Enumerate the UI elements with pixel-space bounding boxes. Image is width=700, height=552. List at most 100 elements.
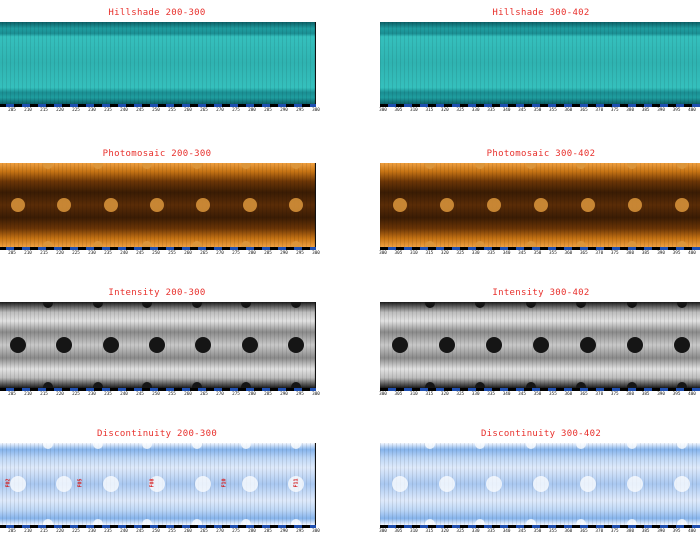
x-tick-label: 390: [657, 251, 665, 256]
panel-title: Photomosaic 300-402: [486, 149, 596, 159]
pipe-hole: [56, 337, 73, 353]
x-tick-label: 370: [595, 392, 604, 397]
x-tick-label: 325: [456, 108, 465, 113]
right-axis: [315, 443, 316, 525]
x-tick-label: 260: [184, 392, 192, 397]
pipe-hole: [534, 198, 548, 212]
pipe-hole: [440, 198, 454, 212]
x-tick-label: 255: [168, 251, 176, 256]
x-tick-label: 365: [579, 108, 588, 113]
x-tick-label: 220: [56, 529, 64, 534]
x-tick-label: 290: [280, 392, 288, 397]
x-tick-label: 315: [425, 108, 434, 113]
x-tick-label: 320: [440, 392, 449, 397]
x-tick-label: 340: [502, 392, 511, 397]
edge-hole: [525, 163, 536, 169]
pipe-hole: [56, 476, 73, 492]
panel-intensity-300-402: Intensity 300-402 300 305 310 315 320 325 330 33…: [379, 288, 700, 397]
scale-bar: [380, 525, 700, 528]
right-axis: [315, 163, 316, 247]
x-tick-label: 245: [136, 108, 144, 113]
x-tick-label: 395: [672, 529, 681, 534]
x-tick-label: 250: [152, 392, 160, 397]
x-tick-label: 335: [487, 392, 496, 397]
x-tick-label: 250: [152, 529, 160, 534]
pipe-hole: [149, 476, 165, 492]
x-tick-label: 210: [24, 529, 32, 534]
edge-hole: [191, 302, 202, 308]
x-tick-label: 360: [564, 529, 573, 534]
edge-hole: [191, 241, 202, 247]
x-tick-label: 365: [579, 251, 588, 256]
edge-hole: [677, 163, 687, 169]
edge-hole: [142, 382, 153, 388]
x-tick-label: 215: [40, 529, 48, 534]
x-tick-label: 245: [136, 392, 144, 397]
pipe-hole: [241, 476, 258, 492]
x-tick-label: 360: [564, 392, 573, 397]
x-tick-label: 310: [410, 529, 418, 534]
panel-hillshade-200-300: Hillshade 200-300 205 210 215 220 225 230 235 24…: [0, 8, 320, 113]
pipe-hole: [288, 337, 304, 353]
pipe-hole: [392, 337, 408, 353]
x-tick-label: 290: [280, 251, 288, 256]
edge-hole: [291, 163, 301, 169]
edge-hole: [92, 382, 103, 388]
x-tick-labels: 205 210 215 220 225 230 235 240 245 250 255 260 265 2…: [0, 251, 320, 259]
x-tick-label: 210: [24, 108, 32, 113]
x-tick-label: 250: [152, 108, 160, 113]
pipe-hole: [581, 198, 595, 212]
x-tick-label: 205: [8, 251, 16, 256]
scale-bar: [380, 104, 700, 107]
x-tick-label: 240: [120, 251, 128, 256]
x-tick-label: 320: [440, 108, 449, 113]
x-tick-label: 385: [641, 108, 650, 113]
edge-hole: [576, 443, 587, 449]
edge-hole: [291, 443, 301, 449]
pipe-hole: [11, 198, 25, 212]
x-tick-label: 215: [40, 108, 48, 113]
x-tick-label: 275: [232, 529, 240, 534]
x-tick-label: 235: [104, 251, 112, 256]
x-tick-label: 235: [104, 392, 112, 397]
edge-hole: [425, 163, 435, 169]
photo-image-strip: [0, 163, 316, 247]
x-tick-label: 230: [88, 251, 96, 256]
x-tick-label: 355: [549, 529, 557, 534]
edge-hole: [425, 302, 435, 308]
x-tick-label: 300: [312, 108, 320, 113]
edge-hole: [92, 302, 103, 308]
panel-title: Photomosaic 200-300: [102, 149, 212, 159]
edge-hole: [142, 519, 153, 525]
image-texture: [0, 22, 316, 104]
x-tick-label: 270: [216, 251, 224, 256]
x-tick-label: 235: [104, 529, 112, 534]
x-tick-label: 370: [595, 251, 604, 256]
x-tick-label: 320: [440, 529, 449, 534]
x-tick-label: 340: [502, 108, 511, 113]
x-tick-label: 350: [533, 108, 542, 113]
x-tick-label: 265: [200, 392, 208, 397]
x-tick-label: 350: [533, 529, 542, 534]
edge-hole: [475, 443, 486, 449]
x-tick-labels: 205 210 215 220 225 230 235 240 245 250 255 260 265 2…: [0, 392, 320, 400]
edge-hole: [43, 302, 53, 308]
x-tick-labels: 205 210 215 220 225 230 235 240 245 250 255 260 265 2…: [0, 108, 320, 116]
edge-hole: [92, 241, 103, 247]
x-tick-label: 315: [425, 392, 434, 397]
x-tick-label: 345: [518, 392, 526, 397]
x-tick-label: 210: [24, 392, 32, 397]
x-tick-labels: 300 305 310 315 320 325 330 335 340 345 350 355 360 3…: [379, 529, 700, 537]
pipe-hole: [393, 198, 407, 212]
x-tick-label: 355: [549, 108, 557, 113]
pipe-hole: [580, 476, 596, 492]
panel-title: Hillshade 200-300: [108, 8, 206, 18]
pipe-hole: [195, 337, 212, 353]
edge-hole: [626, 443, 637, 449]
x-tick-label: 250: [152, 251, 160, 256]
x-tick-label: 400: [688, 529, 696, 534]
x-tick-label: 220: [56, 251, 64, 256]
x-tick-label: 225: [72, 529, 80, 534]
edge-hole: [291, 241, 301, 247]
x-tick-label: 315: [425, 529, 434, 534]
